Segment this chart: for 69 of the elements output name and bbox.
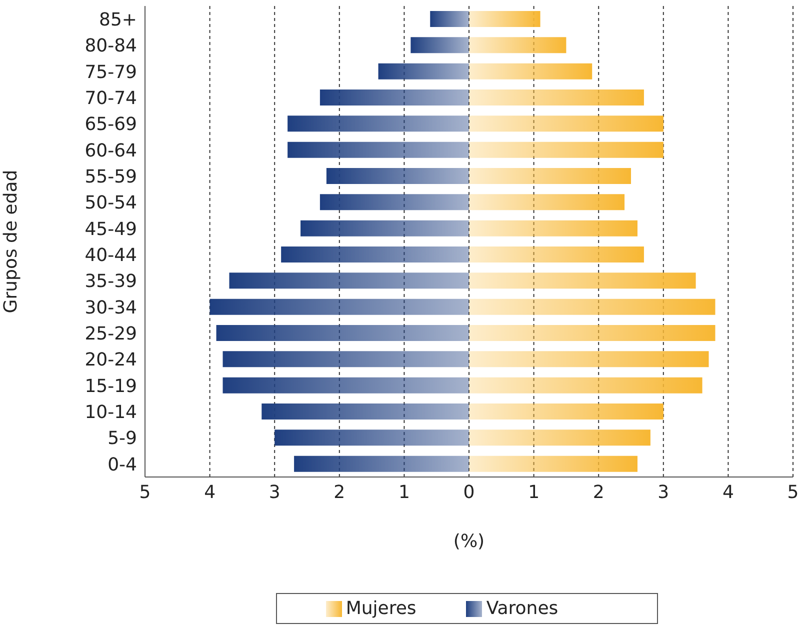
x-tick-label: 2 — [592, 482, 604, 503]
bar — [469, 63, 592, 80]
y-tick-label: 75-79 — [84, 62, 137, 83]
y-tick-label: 50-54 — [84, 192, 137, 214]
y-tick-label: 20-24 — [84, 350, 137, 371]
y-tick-label: 40-44 — [84, 244, 137, 266]
bar — [262, 404, 469, 420]
bar — [469, 37, 566, 54]
x-tick-label: 5 — [139, 482, 151, 503]
bar — [288, 116, 469, 132]
x-axis-title: (%) — [453, 531, 485, 552]
y-tick-label: 30-34 — [84, 297, 137, 318]
bar — [320, 194, 469, 210]
x-tick-label: 4 — [722, 482, 734, 503]
bar — [469, 142, 664, 158]
bar — [469, 456, 638, 472]
bar — [469, 246, 644, 262]
y-tick-label: 45-49 — [84, 218, 137, 240]
bar — [469, 11, 540, 27]
bar — [410, 37, 469, 54]
y-tick-label: 0-4 — [108, 454, 137, 476]
x-tick-label: 2 — [334, 482, 346, 503]
x-tick-label: 1 — [398, 482, 410, 503]
y-tick-label: 70-74 — [84, 88, 137, 109]
bar — [288, 142, 469, 158]
bar — [229, 272, 469, 289]
bar — [300, 220, 469, 236]
y-tick-label: 25-29 — [84, 323, 137, 344]
bar — [469, 116, 664, 132]
bar — [469, 90, 644, 106]
bar — [469, 168, 631, 184]
bar — [430, 11, 469, 27]
bar — [222, 351, 469, 368]
legend-label: Varones — [486, 598, 558, 619]
y-tick-label: 55-59 — [84, 166, 137, 188]
bar — [326, 168, 469, 184]
y-tick-label: 5-9 — [108, 428, 137, 450]
bar — [274, 430, 469, 446]
bar — [210, 298, 469, 315]
bar — [469, 272, 696, 289]
y-tick-label: 65-69 — [84, 114, 137, 136]
y-axis-title: Grupos de edad — [0, 170, 22, 314]
bar — [378, 63, 469, 80]
y-tick-label: 10-14 — [84, 402, 137, 423]
bar — [469, 220, 638, 236]
x-tick-label: 4 — [204, 482, 216, 503]
bar — [469, 377, 702, 394]
bar — [294, 456, 469, 472]
bar — [469, 351, 709, 368]
y-tick-label: 35-39 — [84, 271, 137, 292]
bar — [281, 246, 469, 262]
bar — [216, 325, 469, 341]
bar — [222, 377, 469, 394]
y-tick-label: 85+ — [99, 9, 137, 30]
y-tick-label: 60-64 — [84, 140, 137, 162]
bar — [469, 298, 716, 315]
x-tick-label: 5 — [787, 482, 799, 503]
x-tick-label: 1 — [528, 482, 540, 503]
x-tick-label: 0 — [463, 482, 475, 503]
y-tick-label: 80-84 — [84, 36, 137, 57]
x-tick-label: 3 — [658, 482, 670, 503]
x-tick-label: 3 — [268, 482, 280, 503]
y-tick-label: 15-19 — [84, 376, 137, 397]
bar — [469, 404, 664, 420]
bar — [469, 325, 716, 341]
bar — [469, 430, 650, 446]
legend-label: Mujeres — [346, 598, 416, 619]
bar — [320, 90, 469, 106]
bar — [469, 194, 625, 210]
